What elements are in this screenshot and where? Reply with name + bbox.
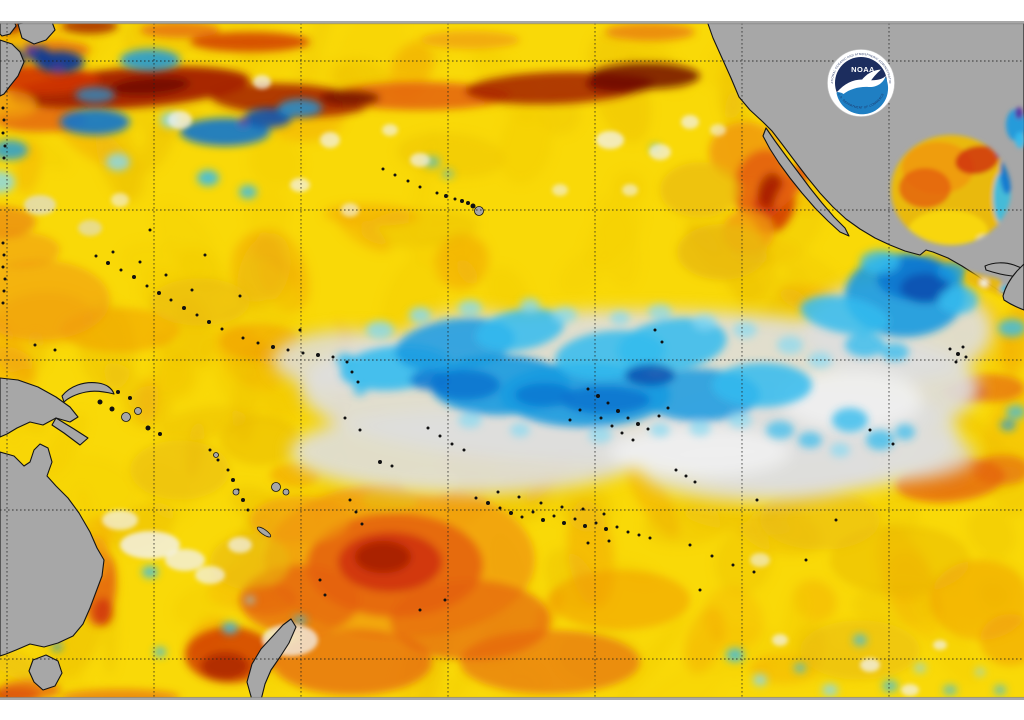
island-dots (1, 106, 968, 612)
landmass-new-guinea (0, 377, 79, 438)
landmass-south-america-corner (1002, 263, 1024, 311)
landmass-tasmania (28, 654, 63, 691)
map-frame-strips (0, 21, 1024, 700)
landmass-new-britain (61, 382, 115, 403)
noaa-seagull-icon (837, 75, 886, 94)
landmass-australia (0, 443, 105, 657)
landmasses-foreground (984, 262, 1024, 311)
landmass-kamchatka (0, 21, 17, 37)
noaa-logo-acronym: NOAA (851, 65, 875, 74)
cold-anomaly-blobs (0, 44, 1024, 696)
latitude-longitude-gridlines (0, 23, 1024, 698)
landmass-baja-california (762, 127, 850, 237)
landmass-new-zealand (246, 618, 297, 700)
landmass-new-guinea-tail (51, 417, 89, 446)
noaa-seagull-wing-icon (861, 69, 881, 83)
landmass-japan (0, 39, 25, 97)
